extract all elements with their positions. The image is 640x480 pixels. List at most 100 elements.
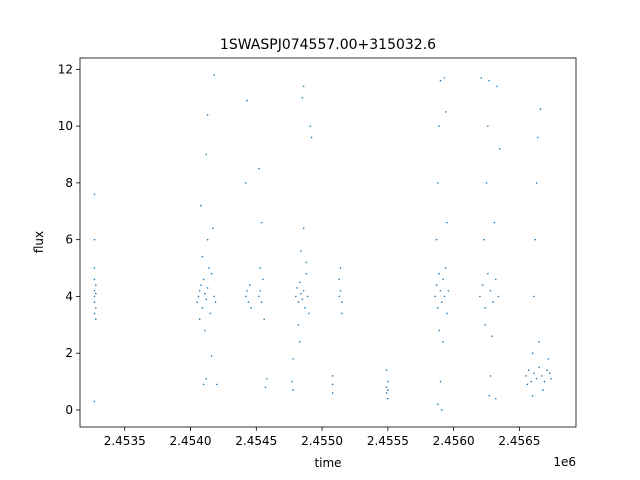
y-tick-label: 10 xyxy=(58,119,73,133)
data-point xyxy=(246,99,248,102)
data-point xyxy=(530,380,533,383)
y-axis-ticks: 0 2 4 6 8 10 12 xyxy=(58,62,80,417)
data-point xyxy=(543,380,546,383)
data-point xyxy=(206,287,209,289)
data-point xyxy=(205,377,208,380)
data-point xyxy=(244,182,247,184)
data-point xyxy=(538,341,540,343)
data-point xyxy=(535,182,538,184)
x-tick-label: 2.4555 xyxy=(367,434,409,448)
data-point xyxy=(208,267,210,269)
data-point xyxy=(484,324,487,326)
data-point xyxy=(209,312,212,315)
data-point xyxy=(435,284,438,286)
data-point xyxy=(447,289,450,292)
data-point xyxy=(94,306,97,309)
data-point xyxy=(550,377,552,380)
data-point xyxy=(439,79,442,82)
data-point xyxy=(339,289,342,292)
data-point xyxy=(198,318,201,320)
data-point xyxy=(480,77,483,79)
data-point xyxy=(548,372,551,374)
data-points xyxy=(93,74,552,411)
data-point xyxy=(443,295,446,298)
data-point xyxy=(498,148,501,150)
data-point xyxy=(538,366,540,369)
data-point xyxy=(202,278,205,281)
data-point xyxy=(297,301,300,303)
data-point xyxy=(494,397,497,400)
data-point xyxy=(387,389,389,391)
data-point xyxy=(93,301,96,303)
data-point xyxy=(488,79,490,82)
data-point xyxy=(484,306,487,309)
data-point xyxy=(204,292,206,295)
data-point xyxy=(331,392,334,394)
data-point xyxy=(213,295,215,298)
data-point xyxy=(494,278,497,281)
data-point xyxy=(439,289,442,292)
data-point xyxy=(93,278,96,281)
data-point xyxy=(93,400,96,403)
data-point xyxy=(206,238,209,241)
data-point xyxy=(214,301,217,303)
data-point xyxy=(248,284,251,286)
data-point xyxy=(493,221,496,224)
data-point xyxy=(341,312,343,315)
data-point xyxy=(483,238,485,241)
data-point xyxy=(201,306,204,309)
data-point xyxy=(527,369,530,372)
x-axis-offset-label: 1e6 xyxy=(553,455,576,469)
data-point xyxy=(437,182,439,184)
data-point xyxy=(539,108,542,110)
data-point xyxy=(250,306,252,309)
data-point xyxy=(259,289,262,292)
data-point xyxy=(264,386,267,389)
y-tick-label: 0 xyxy=(65,403,73,417)
data-point xyxy=(438,125,440,127)
y-tick-label: 12 xyxy=(58,62,73,76)
data-point xyxy=(385,392,388,394)
data-point xyxy=(439,380,442,383)
data-point xyxy=(533,372,535,374)
data-point xyxy=(197,295,200,298)
data-point xyxy=(496,85,498,88)
data-point xyxy=(387,380,389,383)
data-point xyxy=(202,383,205,386)
data-point xyxy=(300,292,302,295)
data-point xyxy=(196,301,198,303)
data-point xyxy=(302,85,305,88)
data-point xyxy=(331,375,334,377)
plot-frame xyxy=(79,57,577,428)
x-axis-label: time xyxy=(314,456,341,470)
data-point xyxy=(305,272,308,275)
data-point xyxy=(292,358,294,360)
data-point xyxy=(260,221,263,224)
data-point xyxy=(497,295,500,298)
data-point xyxy=(244,295,247,298)
y-tick-label: 6 xyxy=(65,233,73,247)
data-point xyxy=(302,289,305,292)
data-point xyxy=(547,358,550,360)
data-point xyxy=(94,318,97,320)
data-point xyxy=(444,111,447,113)
data-point xyxy=(542,389,544,391)
data-point xyxy=(487,125,489,127)
data-point xyxy=(210,272,213,275)
data-point xyxy=(491,335,493,337)
data-point xyxy=(93,289,96,292)
data-point xyxy=(338,295,340,298)
data-point xyxy=(444,267,447,269)
data-point xyxy=(306,295,309,298)
data-point xyxy=(302,227,305,230)
data-point xyxy=(294,295,297,298)
data-point xyxy=(212,227,214,230)
data-point xyxy=(198,289,201,292)
data-point xyxy=(93,312,96,315)
y-tick-label: 4 xyxy=(65,289,73,303)
data-point xyxy=(301,298,304,301)
data-point xyxy=(446,221,448,224)
data-point xyxy=(296,287,298,289)
data-point xyxy=(262,278,264,281)
data-point xyxy=(341,301,343,303)
